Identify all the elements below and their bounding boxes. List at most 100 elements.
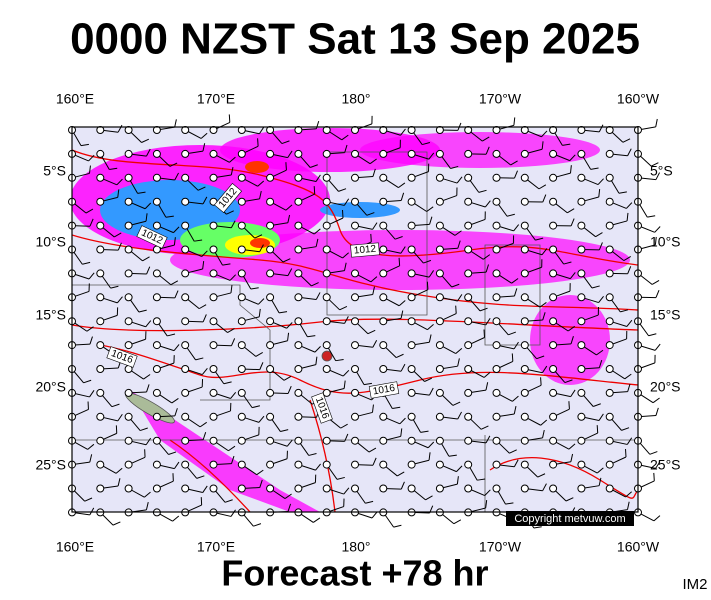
- barb-flag: [117, 242, 122, 251]
- barb-flag: [173, 237, 176, 246]
- station: [237, 388, 246, 397]
- station: [520, 317, 529, 326]
- barb-flag: [229, 156, 236, 163]
- barb-flag: [372, 168, 376, 177]
- station: [549, 221, 558, 230]
- barb-flag: [514, 170, 518, 179]
- station: [549, 317, 558, 326]
- barb-flag: [259, 479, 263, 488]
- lat-label: 15°S: [650, 307, 681, 323]
- station: [152, 317, 161, 326]
- station: [605, 197, 614, 206]
- isobar-label-bg: [106, 346, 138, 368]
- barb-flag: [593, 403, 601, 407]
- station: [181, 388, 190, 397]
- station: [152, 436, 161, 445]
- barb-flag: [117, 296, 123, 304]
- station: [209, 484, 218, 493]
- barb-flag: [174, 461, 180, 469]
- barb-flag: [222, 263, 231, 266]
- station: [520, 412, 529, 421]
- barb-flag: [510, 160, 518, 166]
- station: [96, 460, 105, 469]
- station: [209, 341, 218, 350]
- station: [266, 293, 275, 302]
- station: [322, 341, 331, 350]
- station: [407, 436, 416, 445]
- barb-flag: [252, 405, 261, 409]
- station: [322, 197, 331, 206]
- barb-flag: [339, 305, 348, 311]
- barb-flag: [254, 234, 263, 239]
- station: [407, 245, 416, 254]
- barb-flag: [313, 186, 316, 195]
- station: [605, 173, 614, 182]
- station: [266, 149, 275, 158]
- barb-flag: [513, 117, 516, 126]
- barb-flag: [598, 477, 602, 486]
- station: [379, 293, 388, 302]
- barb-flag: [565, 497, 574, 502]
- station: [464, 341, 473, 350]
- station: [520, 269, 529, 278]
- barb-flag: [479, 307, 488, 312]
- barb-flag: [195, 357, 204, 361]
- barb-flag: [485, 146, 490, 155]
- station: [237, 173, 246, 182]
- barb-flag: [231, 455, 235, 464]
- lon-label: 170°E: [197, 539, 235, 555]
- station: [549, 293, 558, 302]
- station: [464, 269, 473, 278]
- station: [181, 365, 190, 373]
- barb-flag: [111, 403, 120, 408]
- barb-flag: [283, 375, 292, 381]
- lon-label: 170°E: [197, 91, 235, 107]
- barb-flag: [649, 451, 658, 455]
- station: [435, 388, 444, 397]
- barb-flag: [343, 262, 347, 271]
- station: [124, 173, 133, 182]
- station: [181, 412, 190, 421]
- barb-flag: [336, 476, 345, 480]
- barb-flag: [117, 478, 121, 487]
- barb-flag: [341, 134, 349, 141]
- barb-flag: [116, 178, 123, 186]
- isobar-label-bg: [350, 242, 380, 258]
- station: [549, 460, 558, 469]
- barb-flag: [457, 240, 461, 249]
- station: [237, 245, 246, 254]
- barb-flag: [596, 425, 599, 434]
- station: [492, 293, 501, 302]
- barb-flag: [627, 148, 632, 157]
- station: [209, 245, 218, 254]
- station: [322, 317, 331, 326]
- station: [492, 365, 501, 373]
- station: [351, 436, 359, 445]
- barb-flag: [598, 295, 604, 303]
- barb-flag: [173, 344, 180, 351]
- station: [322, 484, 331, 493]
- barb-flag: [538, 184, 547, 190]
- barb-flag: [482, 136, 490, 142]
- barb-flag: [513, 341, 519, 350]
- barb-flag: [165, 215, 174, 218]
- barb-flag: [88, 165, 91, 174]
- station: [520, 293, 529, 302]
- barb-flag: [537, 473, 546, 478]
- barb-flag: [83, 379, 92, 384]
- barb-flag: [591, 285, 600, 289]
- station: [407, 460, 416, 469]
- barb-flag: [258, 308, 261, 317]
- station: [549, 412, 558, 421]
- station: [152, 269, 161, 278]
- lat-label: 10°S: [35, 234, 66, 250]
- station: [322, 365, 331, 373]
- barb-flag: [201, 368, 208, 375]
- station: [351, 317, 359, 326]
- station: [124, 412, 133, 421]
- station: [294, 293, 303, 302]
- barb-flag: [144, 202, 152, 210]
- barb-flag: [145, 437, 152, 446]
- station: [124, 388, 133, 397]
